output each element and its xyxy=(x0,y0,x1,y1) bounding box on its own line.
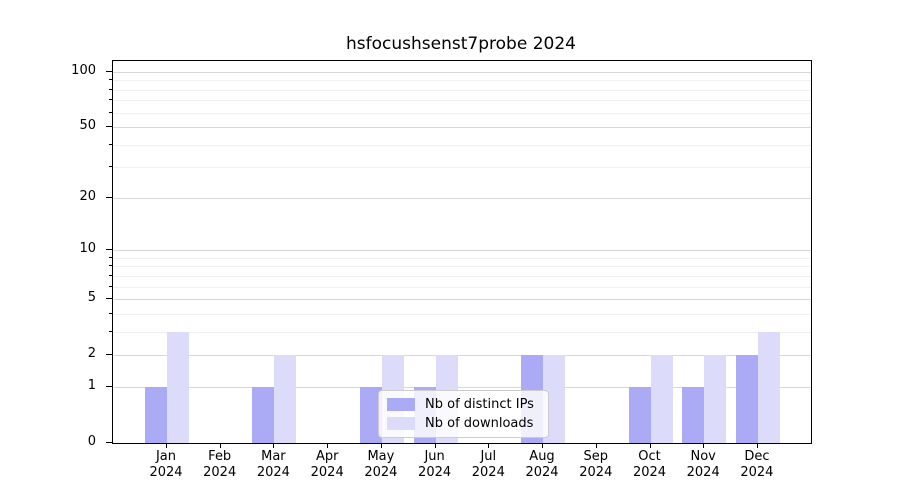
x-tick-label: Oct 2024 xyxy=(632,449,667,480)
y-tick-mark xyxy=(106,353,112,355)
y-tick-label: 50 xyxy=(79,117,96,133)
bar-downloads xyxy=(274,354,297,443)
legend-swatch-distinct-ips xyxy=(387,398,415,411)
major-gridline xyxy=(113,72,811,73)
legend-entry-downloads: Nb of downloads xyxy=(387,416,540,431)
x-tick-mark xyxy=(703,443,705,448)
major-gridline xyxy=(113,250,811,252)
minor-gridline xyxy=(113,313,811,315)
x-tick-mark xyxy=(595,443,597,448)
y-minor-tick-mark xyxy=(109,285,112,287)
bar-distinct-ips xyxy=(628,387,651,443)
y-tick-mark xyxy=(106,249,112,251)
major-gridline xyxy=(113,354,811,356)
plot-area xyxy=(112,60,812,444)
x-tick-label: Jan 2024 xyxy=(149,449,183,480)
minor-gridline xyxy=(113,80,811,82)
x-tick-mark xyxy=(488,443,490,448)
major-gridline xyxy=(113,387,811,389)
legend-entry-distinct-ips: Nb of distinct IPs xyxy=(387,397,540,412)
y-tick-mark xyxy=(106,298,112,299)
legend-label-distinct-ips: Nb of distinct IPs xyxy=(425,397,534,412)
x-tick-label: May 2024 xyxy=(364,449,398,480)
y-tick-label: 2 xyxy=(87,345,96,361)
x-tick-mark xyxy=(327,443,329,448)
y-tick-label: 20 xyxy=(79,189,96,205)
x-tick-label: Jun 2024 xyxy=(418,449,452,480)
bar-downloads xyxy=(167,331,189,443)
legend-swatch-downloads xyxy=(387,417,415,430)
minor-gridline xyxy=(113,257,811,259)
bar-downloads xyxy=(650,354,673,443)
x-tick-mark xyxy=(273,443,275,448)
y-minor-tick-mark xyxy=(109,274,112,276)
x-tick-label: Aug 2024 xyxy=(525,449,559,480)
bar-downloads xyxy=(757,331,780,443)
y-tick-label: 0 xyxy=(87,434,96,449)
bar-distinct-ips xyxy=(735,354,758,443)
y-minor-tick-mark xyxy=(109,99,112,101)
minor-gridline xyxy=(113,275,811,277)
major-gridline xyxy=(113,126,811,128)
bar-distinct-ips xyxy=(682,387,705,443)
x-tick-mark xyxy=(649,443,651,448)
minor-gridline xyxy=(113,112,811,114)
y-minor-tick-mark xyxy=(109,312,112,314)
y-tick-mark xyxy=(106,71,112,72)
minor-gridline xyxy=(113,331,811,333)
bar-distinct-ips xyxy=(359,387,382,443)
x-tick-mark xyxy=(166,443,167,448)
x-tick-label: Nov 2024 xyxy=(686,449,720,480)
y-minor-tick-mark xyxy=(109,265,112,267)
x-tick-label: Feb 2024 xyxy=(203,449,237,480)
y-minor-tick-mark xyxy=(109,256,112,258)
y-minor-tick-mark xyxy=(109,111,112,113)
x-tick-label: Jul 2024 xyxy=(471,449,505,480)
legend: Nb of distinct IPs Nb of downloads xyxy=(378,390,549,438)
bar-downloads xyxy=(704,354,727,443)
minor-gridline xyxy=(113,286,811,288)
minor-gridline xyxy=(113,89,811,91)
x-tick-label: Dec 2024 xyxy=(740,449,774,480)
minor-gridline xyxy=(113,100,811,102)
minor-gridline xyxy=(113,266,811,268)
bar-distinct-ips xyxy=(252,387,275,443)
y-minor-tick-mark xyxy=(109,330,112,332)
x-tick-mark xyxy=(434,443,436,448)
y-tick-mark xyxy=(106,125,112,127)
minor-gridline xyxy=(113,166,811,168)
y-tick-label: 1 xyxy=(87,378,96,394)
minor-gridline xyxy=(113,144,811,146)
y-minor-tick-mark xyxy=(109,79,112,81)
chart-title: hsfocushsenst7probe 2024 xyxy=(346,34,576,54)
major-gridline xyxy=(113,299,811,300)
y-tick-label: 100 xyxy=(71,63,96,78)
x-tick-mark xyxy=(380,443,382,448)
y-minor-tick-mark xyxy=(109,88,112,90)
x-tick-mark xyxy=(219,443,221,448)
y-tick-label: 5 xyxy=(87,290,96,305)
y-tick-mark xyxy=(106,442,112,443)
legend-label-downloads: Nb of downloads xyxy=(425,416,534,431)
y-tick-mark xyxy=(106,386,112,388)
x-tick-mark xyxy=(756,443,758,448)
x-tick-label: Sep 2024 xyxy=(579,449,613,480)
y-minor-tick-mark xyxy=(109,143,112,145)
y-minor-tick-mark xyxy=(109,165,112,167)
x-tick-label: Mar 2024 xyxy=(256,449,290,480)
x-tick-mark xyxy=(542,443,543,448)
y-tick-label: 10 xyxy=(79,241,96,257)
x-tick-label: Apr 2024 xyxy=(310,449,344,480)
bar-distinct-ips xyxy=(145,387,167,443)
major-gridline xyxy=(113,198,811,200)
y-tick-mark xyxy=(106,197,112,199)
